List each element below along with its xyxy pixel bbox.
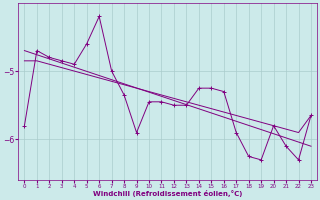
X-axis label: Windchill (Refroidissement éolien,°C): Windchill (Refroidissement éolien,°C) <box>93 190 242 197</box>
